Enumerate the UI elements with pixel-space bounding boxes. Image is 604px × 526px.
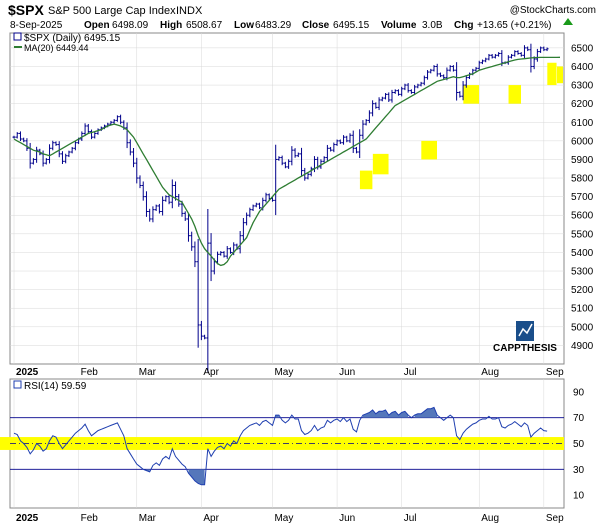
open-value: 6498.09: [112, 20, 149, 31]
rsi-x-tick-label: Apr: [203, 513, 219, 524]
rsi-x-tick-label: Jun: [339, 513, 355, 524]
rsi-extreme-fills: [146, 407, 438, 485]
price-y-axis: 4900 5000 5100 5200 5300 5400 5500 5600 5700 5800…: [571, 43, 594, 352]
rsi-extreme-fill: [188, 469, 205, 485]
price-y-tick-label: 6500: [571, 43, 594, 54]
price-x-axis: 2025 Feb Mar Apr May Jun Jul Aug Sep: [16, 367, 564, 378]
price-y-tick-label: 5500: [571, 229, 594, 240]
date: 8-Sep-2025: [10, 20, 63, 31]
price-y-tick-label: 5600: [571, 211, 594, 222]
close-label: Close: [302, 20, 330, 31]
rsi-x-tick-label: Aug: [481, 513, 499, 524]
rsi-extreme-fill: [414, 407, 438, 418]
rsi-x-tick-label: Mar: [139, 513, 157, 524]
rsi-y-tick-label: 70: [573, 413, 585, 424]
price-y-tick-label: 5000: [571, 322, 594, 333]
logo-chart-icon: [518, 323, 533, 337]
price-y-tick-label: 5300: [571, 267, 594, 278]
logo-text: CAPPTHESIS: [493, 343, 557, 354]
price-y-tick-label: 6200: [571, 99, 594, 110]
volume-label: Volume: [381, 20, 417, 31]
price-x-tick-label: Aug: [481, 367, 499, 378]
price-y-tick-label: 5800: [571, 174, 594, 185]
up-arrow-icon: [563, 18, 573, 25]
price-y-tick-label: 5100: [571, 304, 594, 315]
price-highlight: [359, 170, 373, 190]
price-highlights: [359, 62, 563, 190]
rsi-extreme-fill: [275, 415, 279, 418]
price-y-tick-label: 5700: [571, 192, 594, 203]
chg-value: +13.65 (+0.21%): [477, 20, 552, 31]
price-x-tick-label: Apr: [203, 367, 219, 378]
high-label: High: [160, 20, 182, 31]
high-value: 6508.67: [186, 20, 223, 31]
rsi-x-tick-label: Jul: [404, 513, 417, 524]
price-x-tick-label: Jul: [404, 367, 417, 378]
rsi-y-tick-label: 30: [573, 465, 585, 476]
price-x-tick-label: Feb: [81, 367, 99, 378]
legend-price-swatch: [13, 32, 22, 41]
legend-rsi-swatch: [13, 380, 22, 389]
rsi-y-tick-label: 90: [573, 387, 585, 398]
price-highlight: [421, 140, 437, 160]
rsi-extreme-fill: [362, 410, 409, 418]
price-y-tick-label: 6100: [571, 118, 594, 129]
volume-value: 3.0B: [422, 20, 443, 31]
source-credit: @StockCharts.com: [510, 5, 596, 16]
ma20-line: [13, 56, 561, 267]
legend-rsi: RSI(14) 59.59: [24, 381, 87, 392]
rsi-line: [13, 406, 548, 486]
exchange: INDX: [176, 5, 203, 17]
price-highlight: [547, 62, 557, 86]
price-y-tick-label: 6000: [571, 136, 594, 147]
chg-label: Chg: [454, 20, 473, 31]
rsi-y-axis: 10 30 50 70 90: [573, 387, 585, 501]
price-highlight: [372, 153, 389, 175]
price-panel: [9, 32, 565, 365]
low-value: 6483.29: [255, 20, 292, 31]
rsi-y-tick-label: 50: [573, 439, 585, 450]
index-name: S&P 500 Large Cap Index: [48, 5, 176, 17]
rsi-highlight-band: [0, 437, 564, 450]
rsi-x-tick-label: 2025: [16, 513, 39, 524]
rsi-x-axis: 2025 Feb Mar Apr May Jun Jul Aug Sep: [16, 513, 564, 524]
price-y-tick-label: 4900: [571, 341, 594, 352]
capp-thesis-logo: CAPPTHESIS: [493, 321, 557, 354]
rsi-grid: [13, 379, 545, 508]
price-highlight: [508, 85, 521, 104]
price-legend: $SPX (Daily) 6495.15 MA(20) 6449.44: [13, 32, 121, 53]
rsi-x-tick-label: May: [274, 513, 293, 524]
legend-ma: MA(20) 6449.44: [24, 43, 89, 53]
price-y-tick-label: 6300: [571, 81, 594, 92]
price-highlight: [557, 66, 563, 84]
legend-price: $SPX (Daily) 6495.15: [24, 33, 121, 44]
price-highlight: [463, 85, 479, 104]
rsi-reference-lines: [10, 417, 564, 470]
price-x-tick-label: Sep: [546, 367, 564, 378]
symbol: $SPX: [8, 2, 44, 18]
price-y-tick-label: 5900: [571, 155, 594, 166]
price-y-tick-label: 5400: [571, 248, 594, 259]
price-x-tick-label: Jun: [339, 367, 355, 378]
rsi-legend: RSI(14) 59.59: [13, 380, 87, 392]
low-label: Low: [234, 20, 254, 31]
rsi-y-tick-label: 10: [573, 491, 585, 502]
rsi-x-tick-label: Sep: [546, 513, 564, 524]
open-label: Open: [84, 20, 110, 31]
close-value: 6495.15: [333, 20, 370, 31]
price-x-tick-label: May: [274, 367, 293, 378]
rsi-x-tick-label: Feb: [81, 513, 99, 524]
price-x-tick-label: 2025: [16, 367, 39, 378]
price-y-tick-label: 6400: [571, 62, 594, 73]
price-y-tick-label: 5200: [571, 285, 594, 296]
price-x-tick-label: Mar: [139, 367, 157, 378]
